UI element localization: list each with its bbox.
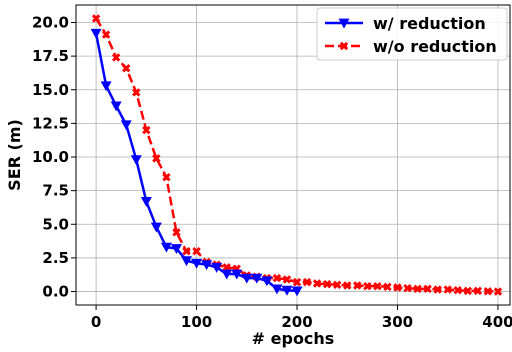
data-point — [221, 269, 233, 280]
data-point — [182, 246, 191, 256]
data-point — [261, 276, 273, 287]
data-point — [100, 81, 112, 92]
data-point — [160, 242, 172, 253]
y-tick-label: 10.0 — [32, 148, 69, 166]
data-point — [150, 222, 162, 233]
y-tick-label: 2.5 — [42, 249, 69, 267]
legend-item: w/o reduction — [325, 37, 497, 56]
y-tick-label: 7.5 — [42, 182, 69, 200]
data-point — [90, 28, 102, 39]
data-point — [130, 155, 142, 166]
data-point — [140, 197, 152, 207]
data-point — [292, 277, 302, 287]
data-point — [282, 275, 292, 284]
series-0 — [90, 28, 303, 297]
legend-marker — [338, 18, 350, 29]
plot-frame — [75, 4, 511, 306]
x-tick-label: 400 — [482, 313, 512, 331]
data-point — [483, 287, 493, 296]
data-point — [211, 262, 223, 273]
x-axis-label: # epochs — [252, 329, 335, 348]
axis-ticks: 0 100 200 300 400 0.0 2.5 5.0 7.5 10.0 12.5 15.0 17.… — [32, 13, 512, 331]
data-point — [281, 285, 293, 296]
data-point — [162, 172, 171, 182]
data-point — [152, 154, 161, 163]
data-point — [493, 287, 503, 296]
data-point — [181, 256, 193, 267]
data-point — [271, 284, 283, 295]
data-point — [142, 125, 151, 135]
data-point — [333, 280, 342, 290]
x-tick-label: 200 — [281, 313, 312, 331]
y-tick-label: 15.0 — [32, 81, 69, 99]
data-point — [302, 277, 312, 287]
data-point — [291, 286, 303, 297]
data-point — [241, 273, 253, 284]
data-point — [453, 286, 462, 295]
legend-label: w/o reduction — [373, 37, 497, 56]
y-tick-label: 0.0 — [42, 283, 69, 301]
y-tick-label: 17.5 — [32, 47, 69, 65]
data-point — [433, 285, 442, 294]
y-tick-label: 20.0 — [32, 13, 69, 31]
x-tick-label: 300 — [382, 313, 413, 331]
data-point — [111, 53, 121, 62]
data-point — [172, 228, 181, 237]
data-point — [222, 263, 231, 272]
x-tick-label: 100 — [181, 313, 212, 331]
data-point — [251, 273, 263, 284]
series-group — [90, 14, 503, 297]
data-point — [413, 284, 422, 294]
data-point — [191, 258, 203, 269]
data-point — [343, 281, 352, 290]
data-point — [132, 88, 141, 97]
data-point — [322, 279, 332, 289]
data-point — [393, 283, 402, 292]
data-point — [192, 246, 201, 256]
legend-marker — [339, 41, 349, 51]
y-tick-label: 12.5 — [32, 114, 69, 132]
data-point — [120, 120, 132, 131]
data-point — [312, 279, 322, 288]
data-point — [403, 283, 412, 293]
y-axis-label: SER (m) — [5, 119, 24, 191]
data-point — [443, 285, 452, 294]
data-point — [110, 101, 122, 112]
data-point — [101, 30, 111, 39]
legend-label: w/ reduction — [373, 14, 486, 33]
data-point — [231, 269, 243, 280]
data-point — [122, 64, 131, 73]
data-point — [373, 281, 382, 291]
x-tick-label: 0 — [91, 313, 101, 331]
data-point — [423, 284, 432, 294]
legend-item: w/ reduction — [325, 14, 486, 33]
y-tick-label: 5.0 — [42, 215, 69, 233]
legend: w/ reduction w/o reduction — [316, 7, 508, 61]
legend-box — [316, 7, 508, 61]
data-point — [463, 286, 473, 296]
data-point — [353, 281, 362, 290]
data-point — [272, 273, 282, 283]
data-point — [383, 282, 392, 292]
data-point — [201, 260, 213, 271]
data-point — [363, 281, 372, 291]
data-point — [170, 244, 182, 254]
data-point — [473, 286, 483, 296]
data-point — [91, 14, 101, 23]
